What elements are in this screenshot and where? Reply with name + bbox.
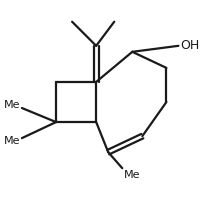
Text: OH: OH [181, 39, 200, 52]
Text: Me: Me [3, 100, 20, 110]
Text: Me: Me [124, 170, 141, 180]
Text: Me: Me [3, 136, 20, 146]
